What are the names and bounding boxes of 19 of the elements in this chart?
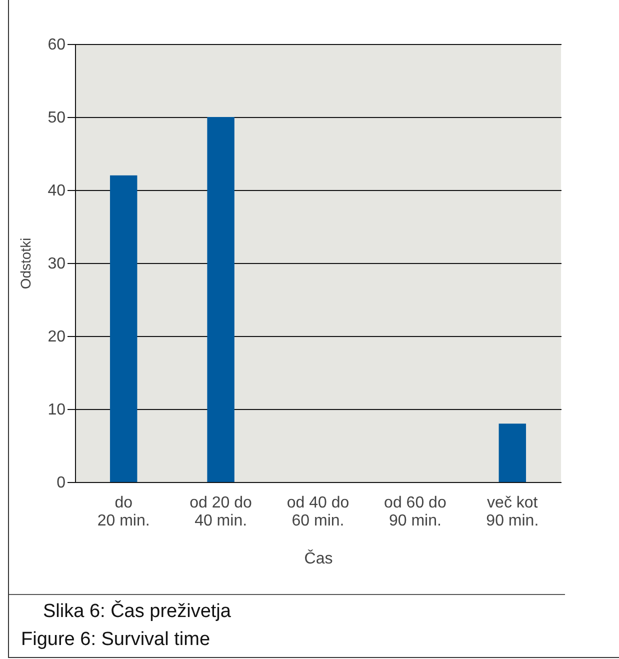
y-axis-title: Odstotki (18, 238, 34, 290)
x-tick-label: več kot 90 min. (486, 494, 539, 530)
y-tick-label: 10 (48, 402, 66, 418)
text: Slika 6: Čas preživetja (43, 601, 232, 623)
y-tick-label: 20 (48, 328, 66, 346)
y-tick-label: 30 (48, 256, 66, 272)
caption: Figure 6: Survival time (21, 629, 212, 651)
x-tick-label: od 20 do 40 min. (190, 494, 252, 530)
bar (110, 175, 138, 482)
x-axis-title: Čas (304, 550, 333, 568)
x-tick-label: od 60 do 90 min. (384, 494, 446, 530)
y-tick-label: 60 (48, 36, 66, 54)
x-tick-label: do 20 min. (97, 494, 150, 530)
bar (498, 424, 526, 482)
y-tick-label: 0 (56, 474, 66, 492)
y-tick-label: 50 (48, 110, 66, 126)
bar (207, 117, 234, 482)
x-tick-label: od 40 do 60 min. (286, 494, 350, 530)
y-tick-label: 40 (48, 182, 66, 200)
